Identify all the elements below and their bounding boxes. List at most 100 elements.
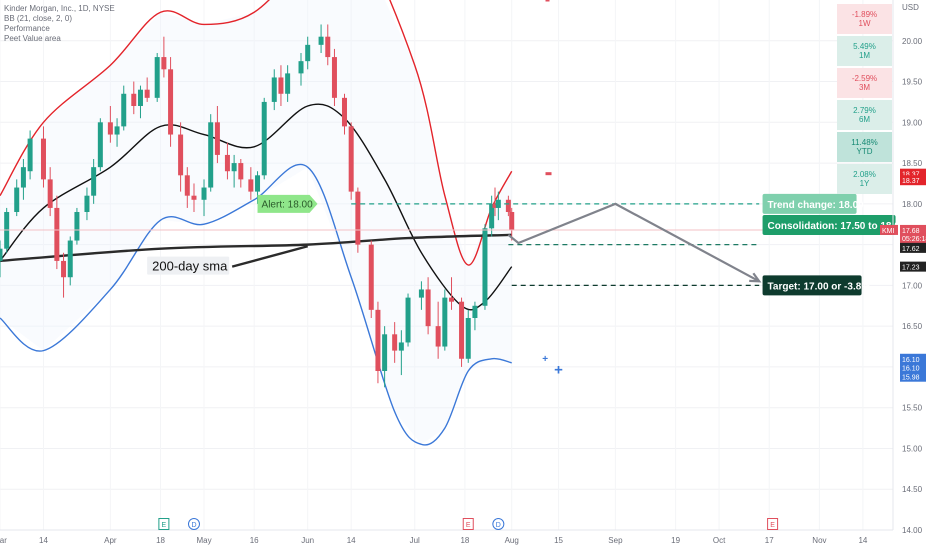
event-marker-d [187,518,200,530]
event-marker-label: D [191,522,196,529]
candle-body [425,289,431,327]
x-tick-label: Aug [505,536,519,545]
candle-body [355,191,361,245]
performance-period: 1Y [859,179,870,188]
candle-body [348,126,354,192]
x-tick-label: 14 [858,536,867,545]
performance-cell: -1.89% 1W [837,4,892,34]
sma-label: 200-day sma [152,259,228,274]
minus-marker [545,172,552,176]
y-tick-label: 19.50 [902,78,923,87]
candle-body [278,77,284,94]
candle-body [459,301,465,359]
x-tick-label: Jun [301,536,314,545]
price-tag-box [900,233,926,244]
x-tick-label: Nov [812,536,826,545]
annotations: Alert: 18.00 200-day sma Trend change: 18.… [147,0,906,378]
time-axis[interactable]: Mar 14 Apr 18 May 16 Jun 14 Jul 18 Aug 15 Sep 19 Oct 17… [0,529,893,545]
candle-body [271,77,277,102]
performance-cell: 5.49% 1M [837,36,892,66]
performance-cell: 2.79% 6M [837,100,892,130]
consolidation-label: Consolidation: 17.50 to 18.00 [768,221,906,232]
candle-body [325,36,331,58]
candle-body [0,248,3,261]
x-tick-label: 19 [671,536,680,545]
plus-marker: + [554,361,563,378]
price-tag-box [900,371,926,382]
candle-body [67,240,73,278]
x-tick-label: Sep [608,536,623,545]
candle-body [482,228,488,306]
y-tick-label: 14.00 [902,526,923,535]
candle-body [472,305,478,318]
price-tag: 17.62 [902,246,920,253]
performance-period: 6M [858,115,871,124]
candle-body [509,212,515,230]
performance-value: -2.59% [851,74,878,83]
candle-body [161,57,167,70]
projection-path [507,202,760,283]
event-marker-label: D [496,522,501,529]
candle-body [20,167,26,188]
alert-label: Alert: 18.00 [262,199,314,210]
sma-label-connector [231,245,309,268]
performance-cell: 2.08% 1Y [837,164,892,194]
price-tag-box [900,261,926,272]
legend-bb[interactable]: BB (21, close, 2, 0) [4,14,73,23]
candle-body [97,122,103,168]
performance-period: YTD [856,147,873,156]
x-tick-label: Oct [713,536,726,545]
candle-body [465,318,471,359]
y-tick-label: 16.50 [902,322,923,331]
candle-body [248,179,254,192]
sma-label-box [147,256,230,275]
performance-value: 2.79% [853,106,876,115]
candle-body [435,326,441,347]
candle-body [191,195,197,200]
chart-grid [0,0,893,531]
legend-pva[interactable]: Peet Value area [4,34,61,43]
candle-body [505,199,511,212]
candle-body [91,167,97,196]
performance-period: 1M [858,51,871,60]
y-tick-label: 20.00 [902,37,923,46]
x-tick-label: Apr [104,536,117,545]
candle-body [398,342,404,351]
bb-lower-line [0,163,512,446]
legend-title[interactable]: Kinder Morgan, Inc., 1D, NYSE [4,4,115,13]
candle-body [47,179,53,208]
price-axis[interactable]: 14.0014.5015.0015.5016.0016.5017.0017.50… [880,0,929,535]
performance-value: 5.49% [853,42,876,51]
price-tag-box [900,175,926,186]
candle-body [231,163,237,172]
y-tick-label: 17.00 [902,281,923,290]
candle-body [285,73,291,94]
x-tick-label: 18 [460,536,469,545]
legend-performance[interactable]: Performance [4,24,50,33]
candle-body [114,126,120,135]
candle-body [224,154,230,172]
trend-change-label-box [762,193,857,214]
candle-body [61,260,67,278]
candle-body [121,93,127,127]
y-tick-label: 15.00 [902,444,923,453]
price-tag: 16.10 [902,366,920,373]
x-tick-label: 14 [347,536,356,545]
event-marker-e [462,518,474,530]
price-tag-box [900,362,926,373]
candle-body [341,97,347,127]
candle-body [184,175,190,196]
candle-body [375,309,381,371]
projection-arrowhead [749,272,762,283]
price-tag: 18.37 [902,178,920,185]
candle-body [137,89,143,106]
price-tag-box [900,353,926,364]
performance-value: -1.89% [851,10,878,19]
price-tag: KMI [882,228,895,235]
candles [0,24,515,388]
price-tag: 17.68 [902,228,920,235]
minus-marker-top [545,0,550,2]
event-marker-label: E [162,522,167,529]
